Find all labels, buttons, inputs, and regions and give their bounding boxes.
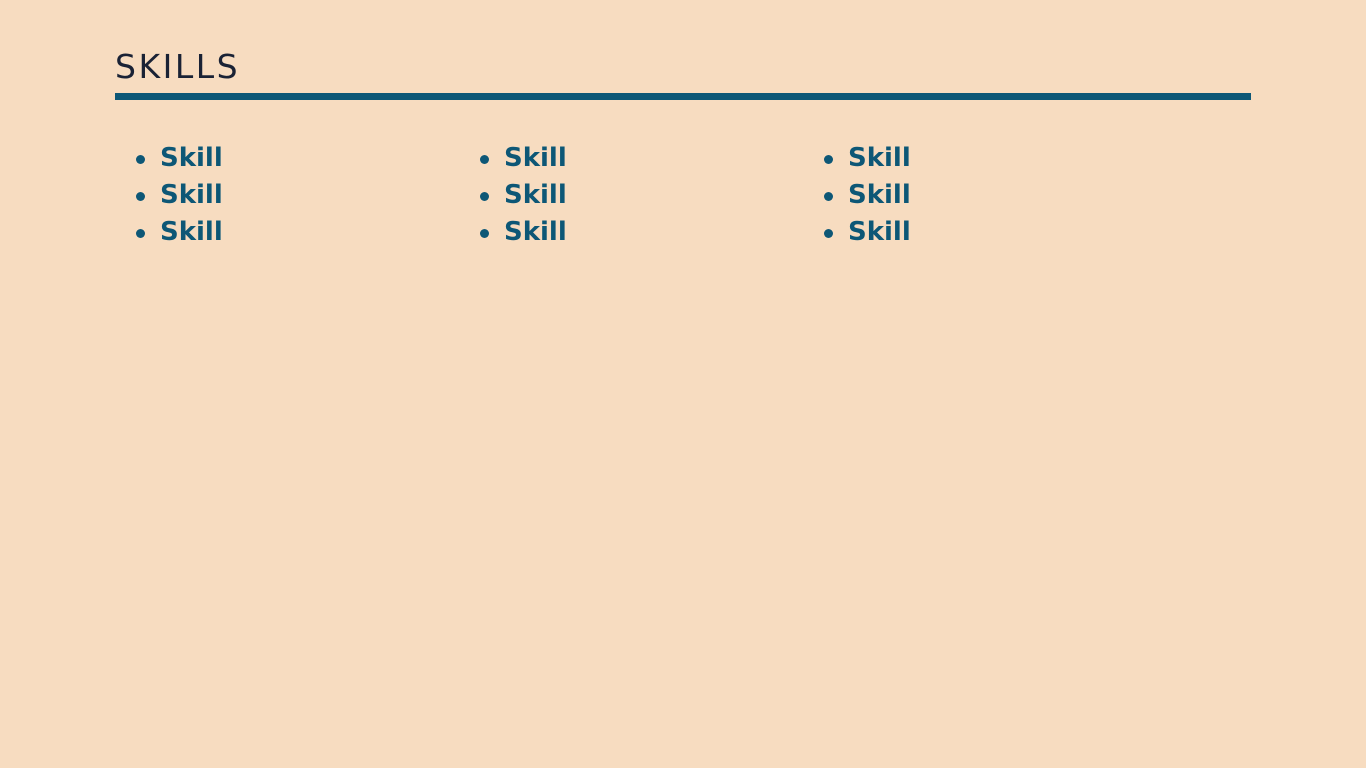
skill-label: Skill bbox=[504, 217, 567, 247]
skill-label: Skill bbox=[160, 143, 223, 173]
bullet-icon bbox=[480, 192, 489, 201]
bullet-icon bbox=[824, 192, 833, 201]
skills-column-1: Skill Skill Skill bbox=[115, 140, 459, 251]
skills-columns: Skill Skill Skill Skill Skill Skil bbox=[115, 140, 1251, 251]
skill-label: Skill bbox=[504, 180, 567, 210]
skill-item: Skill bbox=[115, 214, 459, 251]
section-title: SKILLS bbox=[115, 47, 241, 86]
skill-label: Skill bbox=[160, 217, 223, 247]
skill-item: Skill bbox=[115, 177, 459, 214]
skill-label: Skill bbox=[160, 180, 223, 210]
skill-item: Skill bbox=[459, 214, 803, 251]
skill-label: Skill bbox=[848, 143, 911, 173]
bullet-icon bbox=[824, 155, 833, 164]
skill-item: Skill bbox=[803, 140, 1147, 177]
skill-item: Skill bbox=[803, 177, 1147, 214]
bullet-icon bbox=[136, 192, 145, 201]
skill-item: Skill bbox=[115, 140, 459, 177]
bullet-icon bbox=[824, 229, 833, 238]
skill-item: Skill bbox=[459, 140, 803, 177]
skill-label: Skill bbox=[504, 143, 567, 173]
skills-section: SKILLS Skill Skill Skill Skill bbox=[115, 44, 1251, 251]
skills-column-2: Skill Skill Skill bbox=[459, 140, 803, 251]
skill-label: Skill bbox=[848, 180, 911, 210]
bullet-icon bbox=[136, 229, 145, 238]
skill-item: Skill bbox=[803, 214, 1147, 251]
title-divider bbox=[115, 93, 1251, 100]
skills-column-3: Skill Skill Skill bbox=[803, 140, 1147, 251]
bullet-icon bbox=[136, 155, 145, 164]
skill-label: Skill bbox=[848, 217, 911, 247]
bullet-icon bbox=[480, 155, 489, 164]
bullet-icon bbox=[480, 229, 489, 238]
skill-item: Skill bbox=[459, 177, 803, 214]
